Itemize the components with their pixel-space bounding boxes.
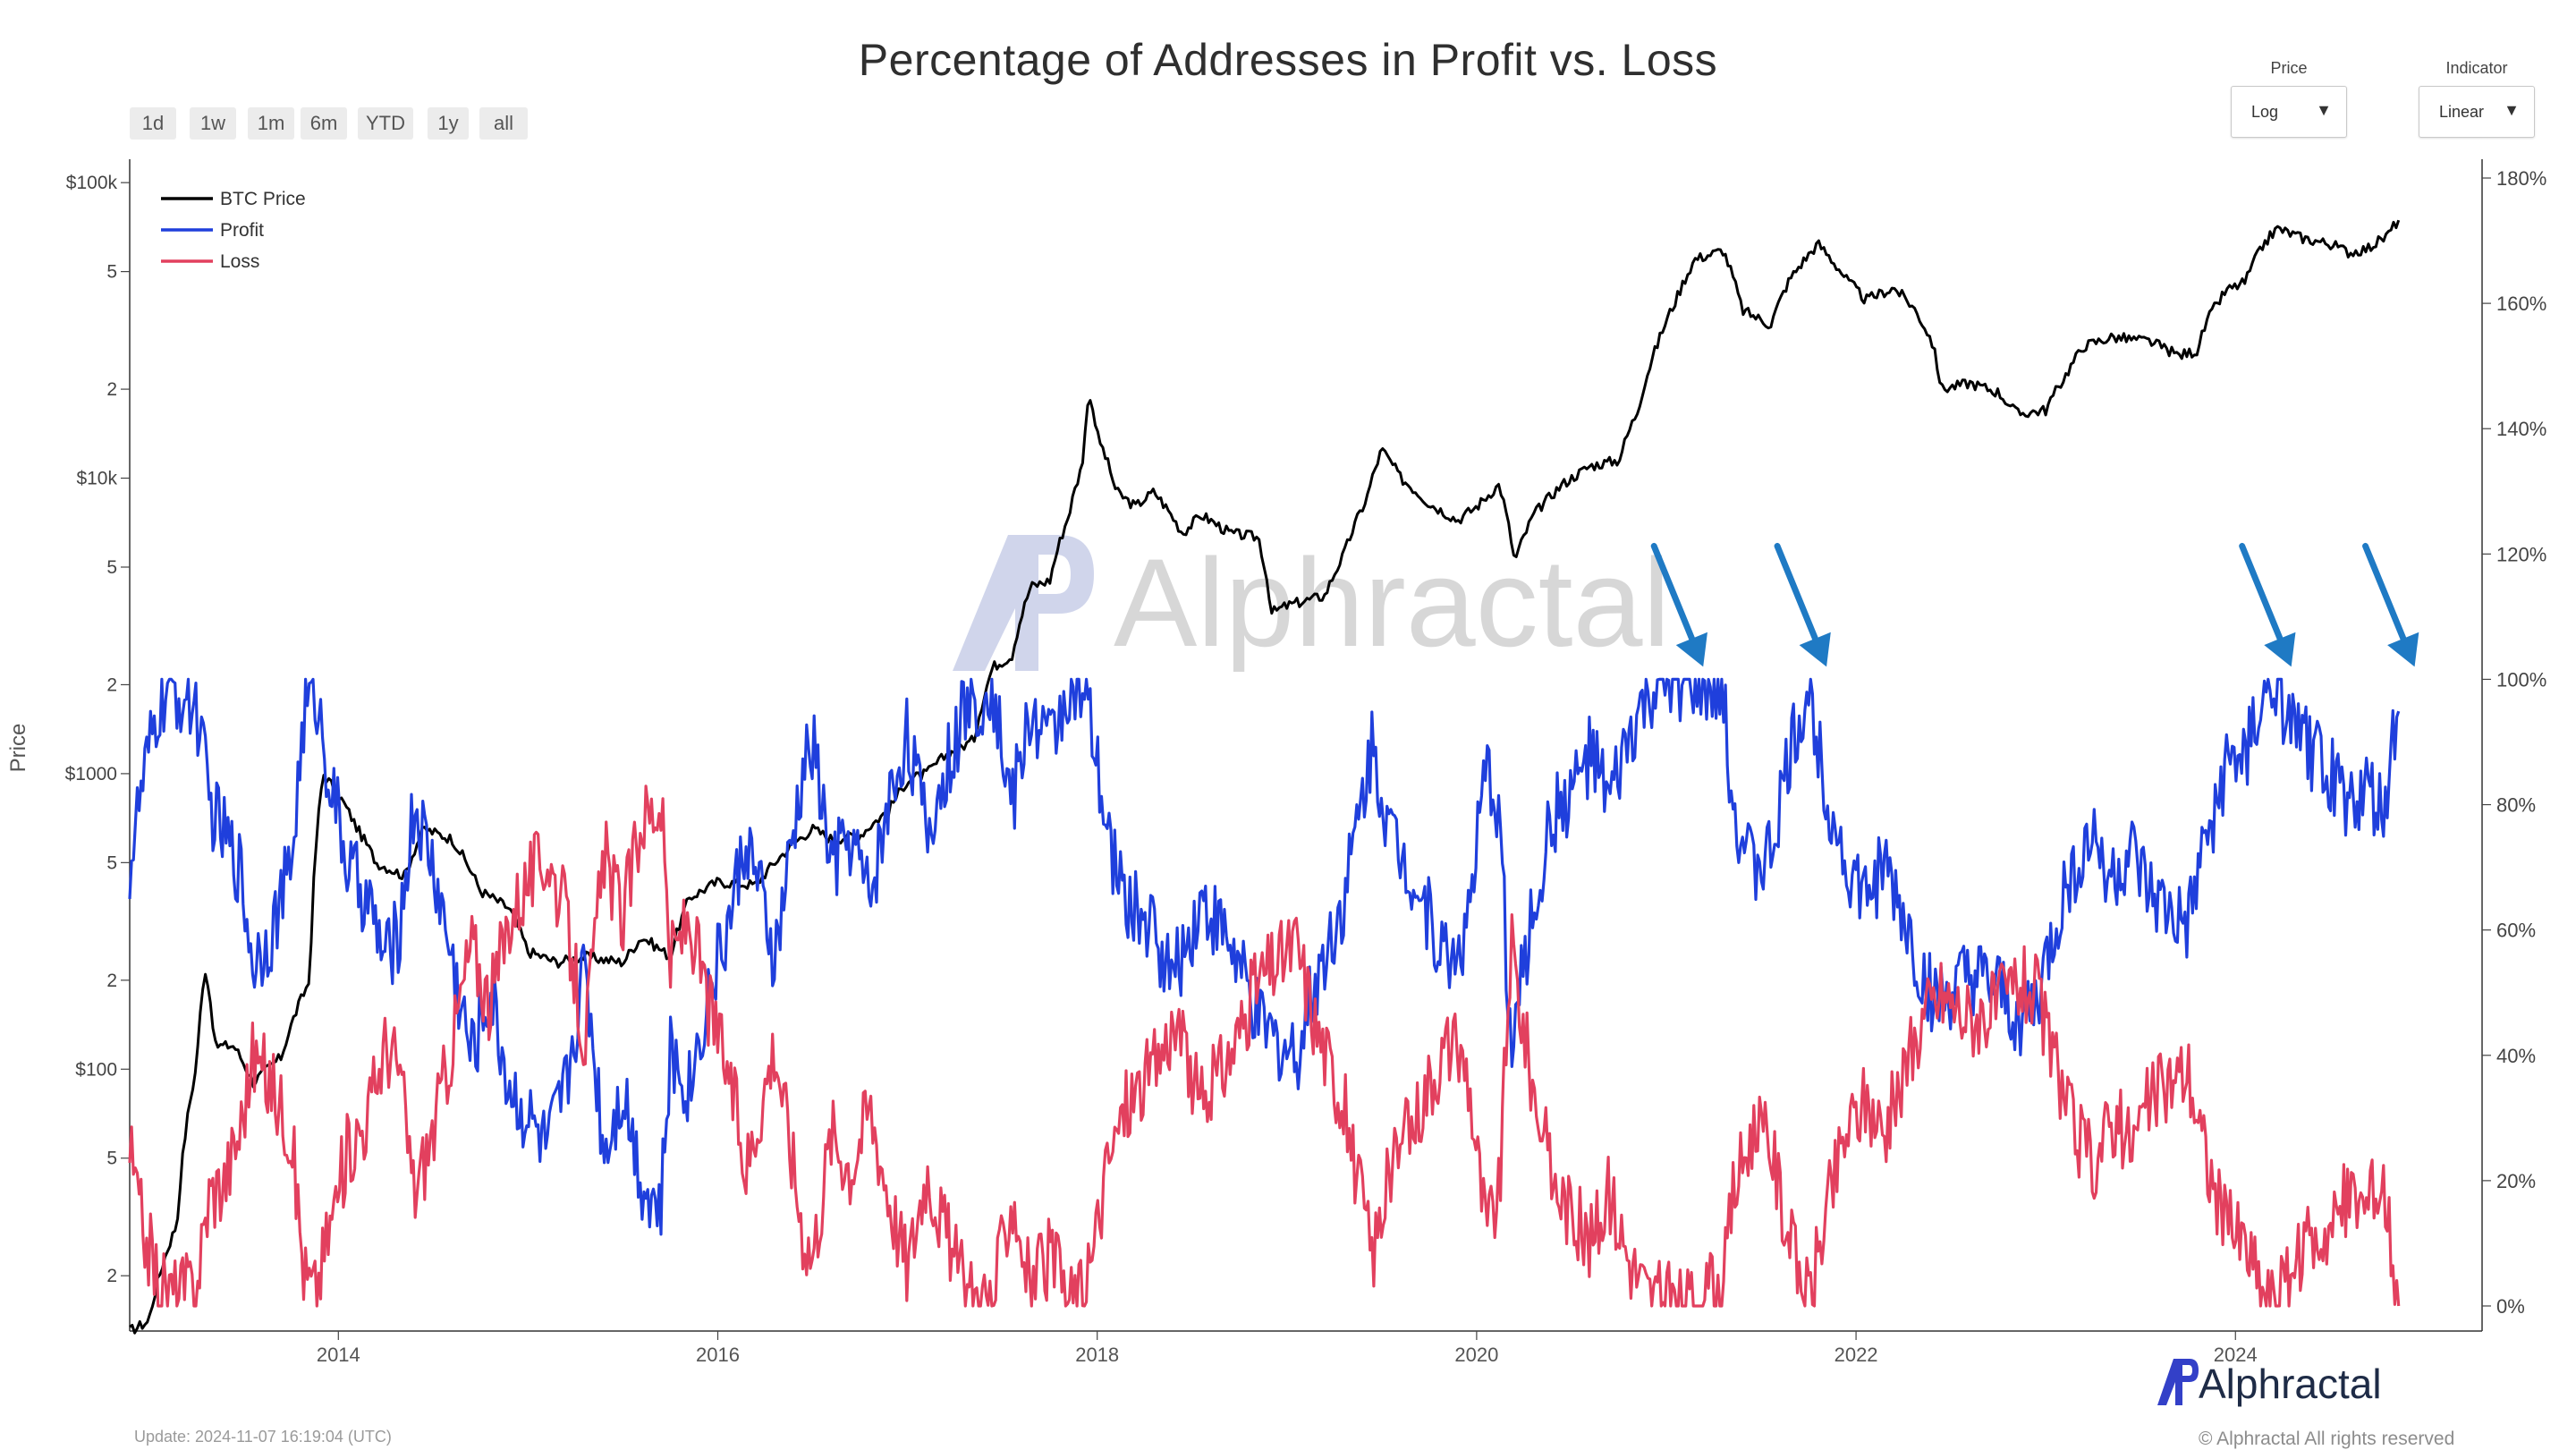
profit-line: [128, 677, 2401, 1236]
loss-line: [128, 784, 2401, 1308]
left-tick-label: 2: [106, 1266, 117, 1286]
legend-label-btc-price: BTC Price: [220, 189, 306, 209]
range-button-all[interactable]: all: [479, 107, 528, 140]
annotation-arrow-icon: [2239, 542, 2296, 667]
range-button-1w[interactable]: 1w: [190, 107, 236, 140]
legend-label-profit: Profit: [220, 220, 264, 241]
left-tick-label: $1000: [65, 764, 117, 784]
price-scale-select[interactable]: Log ▼: [2231, 86, 2347, 138]
x-tick-label: 2024: [2214, 1344, 2258, 1366]
indicator-scale-value: Linear: [2439, 103, 2485, 121]
legend-label-loss: Loss: [220, 251, 259, 272]
left-tick-label: 5: [106, 1149, 117, 1169]
copyright: © Alphractal All rights reserved: [2199, 1429, 2455, 1449]
range-button-1d[interactable]: 1d: [130, 107, 176, 140]
left-tick-label: 2: [106, 674, 117, 695]
x-tick-label: 2014: [317, 1344, 360, 1366]
right-tick-label: 180%: [2496, 167, 2546, 190]
indicator-scale-select[interactable]: Linear ▼: [2419, 86, 2535, 138]
chart-title: Percentage of Addresses in Profit vs. Lo…: [858, 35, 1718, 85]
right-tick-label: 0%: [2496, 1295, 2525, 1318]
price-scale-value: Log: [2251, 103, 2279, 121]
range-button-1m[interactable]: 1m: [248, 107, 294, 140]
left-tick-label: $100: [75, 1059, 117, 1080]
right-tick-label: 160%: [2496, 293, 2546, 315]
right-tick-label: 40%: [2496, 1045, 2536, 1067]
y-axis-title: Price: [6, 724, 30, 773]
right-tick-label: 140%: [2496, 418, 2546, 440]
right-tick-label: 120%: [2496, 543, 2546, 565]
range-button-ytd[interactable]: YTD: [358, 107, 413, 140]
chevron-down-icon: ▼: [2504, 101, 2520, 119]
left-tick-label: 2: [106, 379, 117, 400]
range-button-6m[interactable]: 6m: [301, 107, 347, 140]
x-tick-label: 2016: [696, 1344, 740, 1366]
update-timestamp: Update: 2024-11-07 16:19:04 (UTC): [134, 1428, 392, 1446]
left-tick-label: 5: [106, 262, 117, 283]
range-button-1y[interactable]: 1y: [428, 107, 469, 140]
alphractal-logo-icon: [2157, 1359, 2199, 1405]
annotation-arrow-icon: [1650, 542, 1707, 667]
x-tick-label: 2022: [1835, 1344, 1878, 1366]
price-scale-label: Price: [2270, 59, 2308, 77]
indicator-scale-label: Indicator: [2445, 59, 2508, 77]
right-tick-label: 60%: [2496, 920, 2536, 942]
right-tick-label: 20%: [2496, 1170, 2536, 1192]
right-tick-label: 100%: [2496, 668, 2546, 691]
left-tick-label: 5: [106, 557, 117, 578]
annotation-arrow-icon: [2362, 542, 2419, 667]
brand-name: Alphractal: [2199, 1361, 2382, 1407]
left-tick-label: $10k: [76, 469, 117, 489]
watermark-text: Alphractal: [1114, 532, 1671, 673]
right-tick-label: 80%: [2496, 794, 2536, 817]
x-tick-label: 2020: [1454, 1344, 1498, 1366]
annotation-arrow-icon: [1774, 542, 1831, 667]
chevron-down-icon: ▼: [2316, 101, 2332, 119]
left-tick-label: $100k: [66, 173, 118, 193]
left-tick-label: 5: [106, 852, 117, 873]
watermark: Alphractal: [953, 532, 1671, 673]
x-tick-label: 2018: [1075, 1344, 1119, 1366]
btc-price-line: [129, 219, 2401, 1335]
left-tick-label: 2: [106, 971, 117, 991]
